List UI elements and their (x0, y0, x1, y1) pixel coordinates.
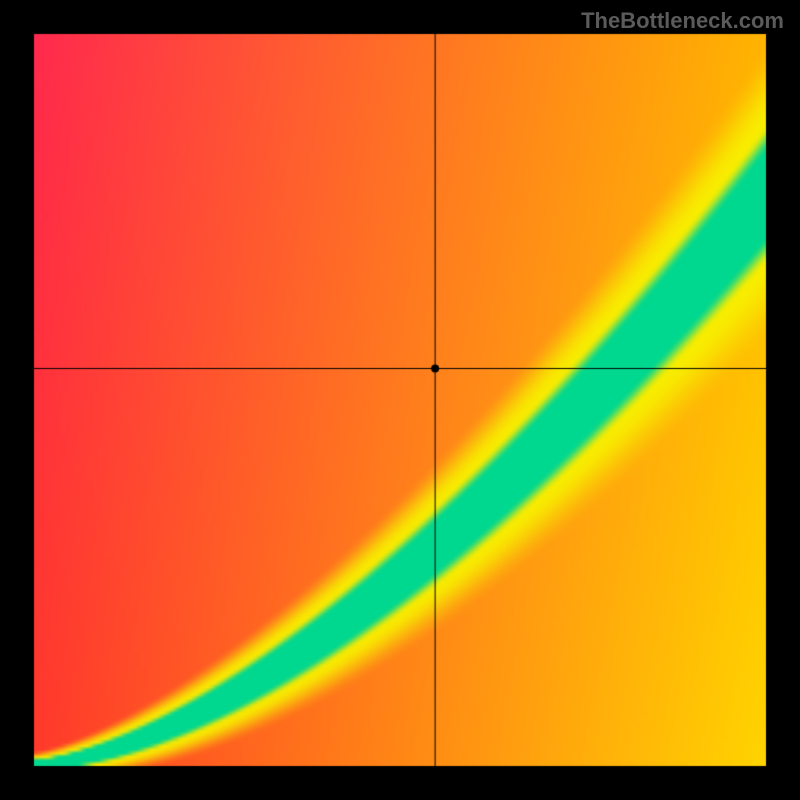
bottleneck-heatmap (0, 0, 800, 800)
chart-container: TheBottleneck.com (0, 0, 800, 800)
watermark-text: TheBottleneck.com (581, 8, 784, 34)
